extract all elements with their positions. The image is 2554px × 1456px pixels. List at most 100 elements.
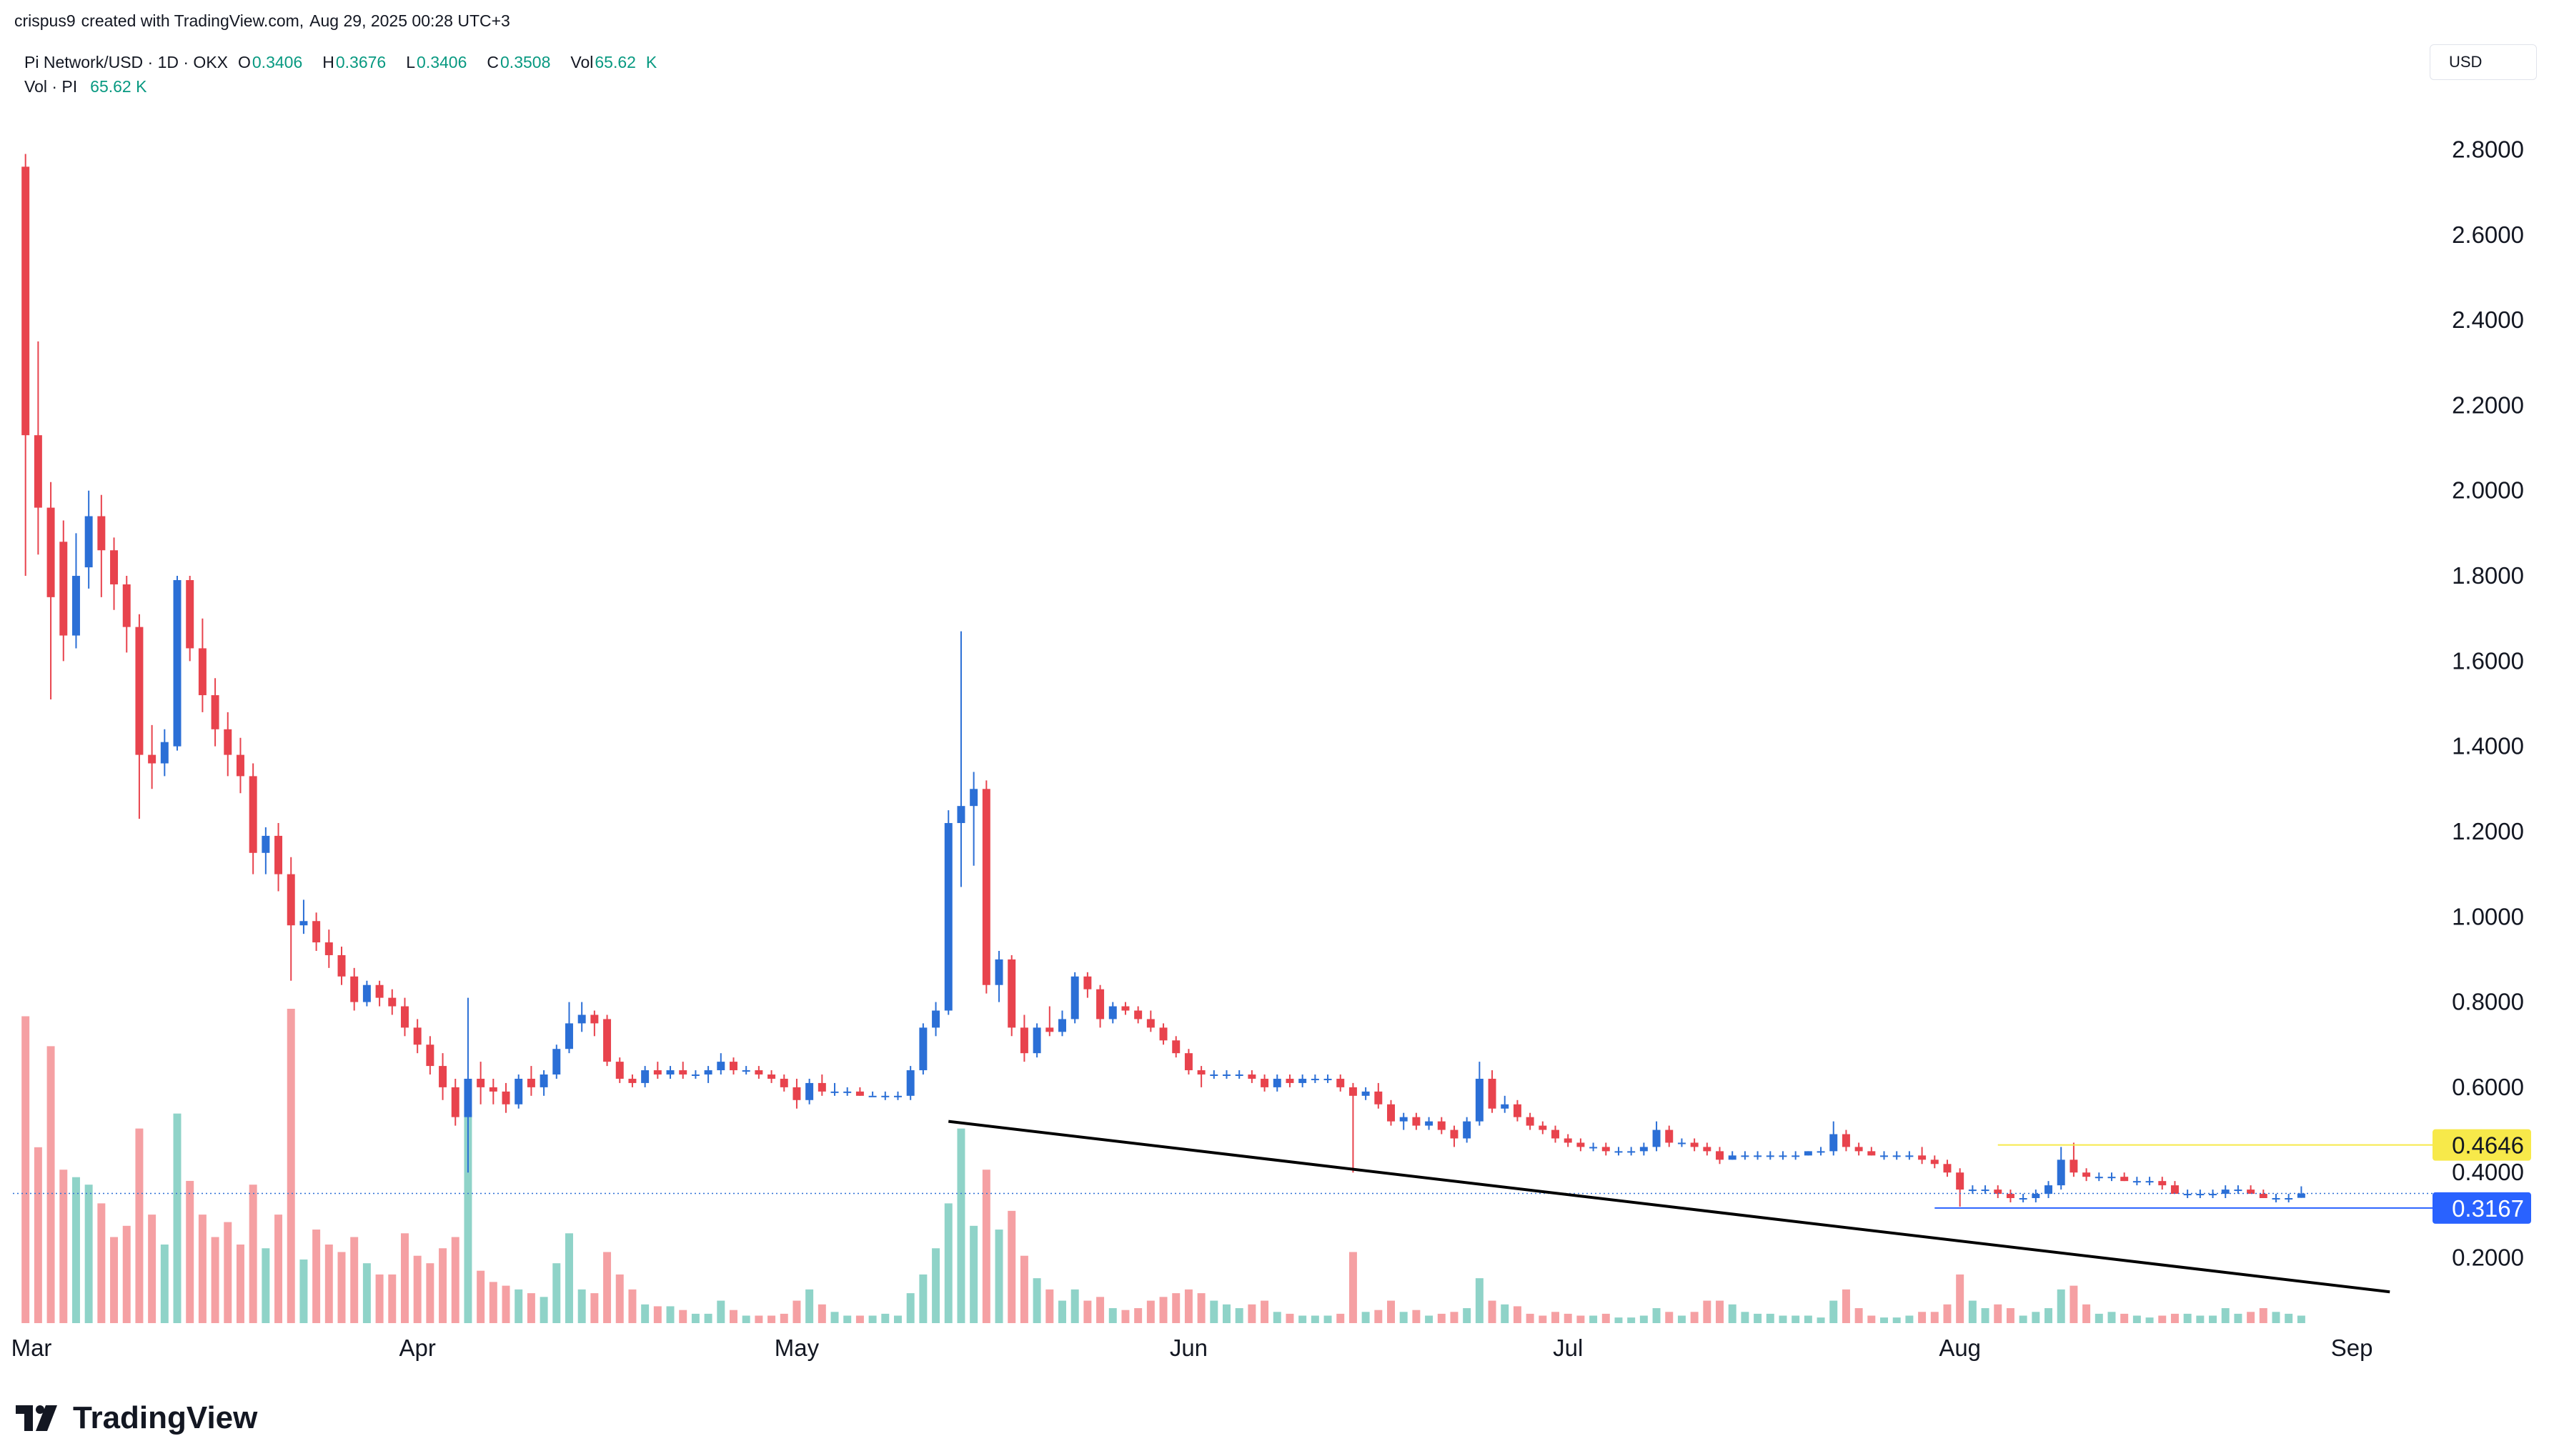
candle[interactable] — [312, 912, 321, 951]
candle[interactable] — [1008, 954, 1016, 1037]
candle[interactable] — [1134, 1006, 1143, 1024]
candle[interactable] — [186, 576, 194, 662]
candle[interactable] — [1108, 1002, 1117, 1024]
candle[interactable] — [2247, 1185, 2255, 1195]
candle[interactable] — [1033, 1023, 1041, 1058]
candle[interactable] — [1488, 1070, 1496, 1113]
candle[interactable] — [957, 631, 965, 887]
currency-button[interactable]: USD — [2430, 44, 2537, 80]
candle[interactable] — [2057, 1147, 2065, 1190]
candle[interactable] — [1311, 1074, 1319, 1083]
candle[interactable] — [995, 951, 1003, 1002]
candle[interactable] — [426, 1036, 434, 1074]
candle[interactable] — [211, 678, 219, 747]
candle[interactable] — [1045, 1006, 1054, 1037]
candle[interactable] — [502, 1082, 510, 1113]
candle[interactable] — [375, 980, 384, 1007]
candle[interactable] — [1779, 1151, 1787, 1160]
candle[interactable] — [2019, 1194, 2027, 1202]
candle[interactable] — [71, 533, 80, 649]
candle[interactable] — [577, 1002, 586, 1032]
candle[interactable] — [224, 712, 232, 777]
candle[interactable] — [1792, 1151, 1800, 1160]
candle[interactable] — [1930, 1155, 1939, 1169]
candle[interactable] — [21, 154, 30, 577]
candle[interactable] — [1399, 1112, 1408, 1130]
candle[interactable] — [489, 1078, 497, 1105]
candle[interactable] — [2221, 1185, 2230, 1198]
candle[interactable] — [198, 618, 207, 712]
candle[interactable] — [2044, 1181, 2053, 1198]
candle[interactable] — [1437, 1117, 1446, 1135]
candle[interactable] — [691, 1070, 700, 1079]
candle[interactable] — [2107, 1172, 2116, 1182]
candle[interactable] — [2006, 1190, 2014, 1202]
candle[interactable] — [1159, 1023, 1168, 1045]
candle[interactable] — [1096, 984, 1105, 1028]
candle[interactable] — [1804, 1151, 1812, 1156]
candle[interactable] — [1652, 1121, 1661, 1152]
candle[interactable] — [34, 341, 42, 555]
candle[interactable] — [919, 1023, 928, 1074]
candle[interactable] — [1981, 1185, 1989, 1195]
candle[interactable] — [2082, 1168, 2091, 1182]
candle[interactable] — [1336, 1074, 1345, 1092]
candle[interactable] — [1323, 1074, 1332, 1083]
candle[interactable] — [868, 1091, 877, 1097]
candle[interactable] — [2095, 1172, 2103, 1182]
candle[interactable] — [830, 1082, 839, 1096]
candle[interactable] — [400, 997, 409, 1037]
candle[interactable] — [1083, 972, 1092, 998]
candle[interactable] — [477, 1062, 485, 1105]
candle[interactable] — [388, 989, 397, 1015]
candle[interactable] — [679, 1062, 687, 1079]
candle[interactable] — [135, 614, 144, 819]
candle[interactable] — [287, 857, 295, 981]
candle[interactable] — [1425, 1117, 1433, 1130]
candle[interactable] — [767, 1070, 776, 1083]
candle[interactable] — [1058, 1010, 1066, 1037]
candle[interactable] — [2259, 1190, 2267, 1198]
candle[interactable] — [1728, 1151, 1736, 1160]
candle[interactable] — [1639, 1142, 1648, 1156]
candle[interactable] — [1412, 1112, 1421, 1130]
candle[interactable] — [641, 1066, 650, 1087]
candle[interactable] — [1994, 1185, 2002, 1198]
candle[interactable] — [1261, 1074, 1269, 1092]
candle[interactable] — [944, 810, 953, 1015]
candle[interactable] — [1665, 1125, 1674, 1147]
candle[interactable] — [2132, 1177, 2141, 1186]
candle[interactable] — [299, 899, 308, 934]
candle[interactable] — [792, 1078, 801, 1109]
candle[interactable] — [84, 490, 93, 589]
candle[interactable] — [1513, 1100, 1521, 1122]
candle[interactable] — [2297, 1186, 2305, 1198]
candle[interactable] — [1501, 1095, 1509, 1113]
candle[interactable] — [970, 772, 978, 866]
candle[interactable] — [527, 1066, 535, 1096]
candle[interactable] — [780, 1074, 788, 1092]
candle[interactable] — [1716, 1147, 1724, 1165]
candle[interactable] — [274, 823, 283, 892]
candle[interactable] — [1197, 1066, 1206, 1087]
candle[interactable] — [590, 1010, 599, 1037]
candle[interactable] — [1564, 1134, 1572, 1147]
candle[interactable] — [2170, 1181, 2179, 1195]
candle[interactable] — [262, 827, 270, 874]
candle[interactable] — [1450, 1125, 1459, 1147]
candle[interactable] — [1589, 1142, 1598, 1152]
candle[interactable] — [1892, 1151, 1901, 1160]
candle[interactable] — [1526, 1112, 1534, 1130]
candle[interactable] — [1070, 972, 1079, 1024]
candle[interactable] — [742, 1066, 750, 1074]
candle[interactable] — [1968, 1185, 1977, 1195]
candle[interactable] — [1146, 1010, 1155, 1032]
candle[interactable] — [160, 729, 169, 777]
candle[interactable] — [717, 1053, 725, 1074]
candle[interactable] — [628, 1074, 637, 1087]
candle[interactable] — [46, 482, 55, 700]
candle[interactable] — [1223, 1070, 1231, 1079]
candle[interactable] — [1741, 1151, 1749, 1160]
candle[interactable] — [881, 1091, 890, 1100]
